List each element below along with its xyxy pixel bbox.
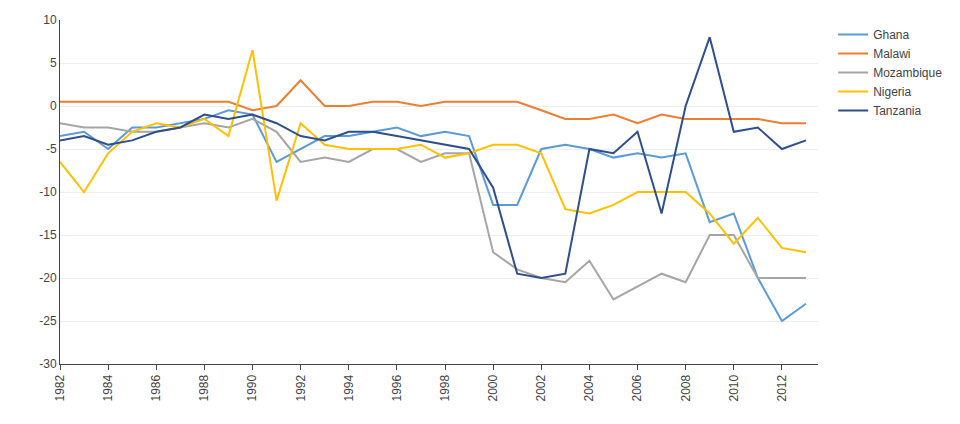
svg-text:1984: 1984: [101, 374, 115, 401]
svg-text:1996: 1996: [390, 374, 404, 401]
svg-text:1988: 1988: [197, 374, 211, 401]
svg-text:Mozambique: Mozambique: [873, 66, 942, 80]
svg-text:2010: 2010: [727, 374, 741, 401]
svg-text:1990: 1990: [245, 374, 259, 401]
svg-text:10: 10: [43, 13, 57, 27]
svg-text:2012: 2012: [775, 374, 789, 401]
svg-text:2000: 2000: [486, 374, 500, 401]
svg-text:0: 0: [50, 99, 57, 113]
svg-text:2006: 2006: [630, 374, 644, 401]
svg-text:1982: 1982: [53, 374, 67, 401]
svg-text:2004: 2004: [582, 374, 596, 401]
svg-text:1994: 1994: [342, 374, 356, 401]
svg-text:2008: 2008: [679, 374, 693, 401]
svg-text:1998: 1998: [438, 374, 452, 401]
svg-text:1986: 1986: [149, 374, 163, 401]
svg-text:-10: -10: [39, 185, 57, 199]
svg-text:Nigeria: Nigeria: [873, 85, 911, 99]
svg-text:Malawi: Malawi: [873, 47, 910, 61]
svg-text:1992: 1992: [294, 374, 308, 401]
svg-text:-20: -20: [39, 271, 57, 285]
svg-text:-5: -5: [46, 142, 57, 156]
svg-text:2002: 2002: [534, 374, 548, 401]
svg-text:-25: -25: [39, 314, 57, 328]
svg-text:-15: -15: [39, 228, 57, 242]
svg-text:5: 5: [50, 56, 57, 70]
svg-text:Tanzania: Tanzania: [873, 104, 921, 118]
svg-text:-30: -30: [39, 357, 57, 371]
svg-text:Ghana: Ghana: [873, 28, 909, 42]
